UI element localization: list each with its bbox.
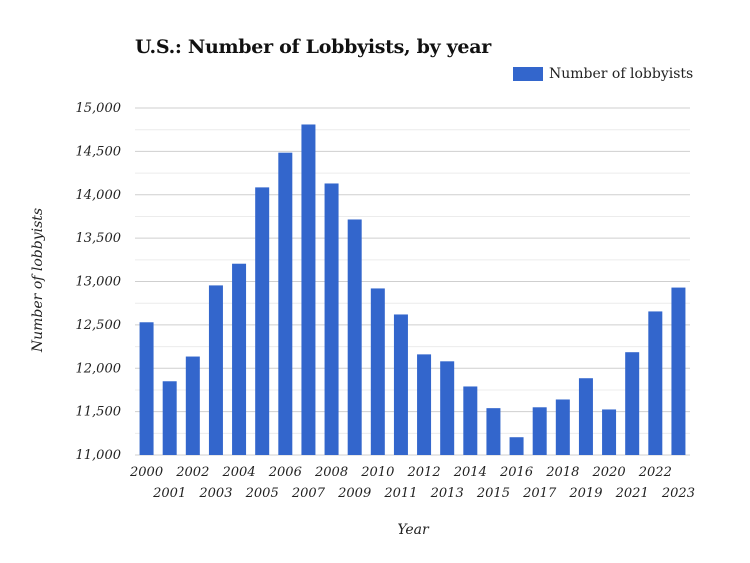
x-tick-label: 2022 [638, 465, 672, 480]
legend-label: Number of lobbyists [549, 66, 694, 82]
bar-2008 [324, 183, 339, 455]
bar-2014 [463, 386, 478, 455]
x-tick-label: 2014 [453, 465, 487, 480]
bar-2009 [347, 219, 362, 455]
x-tick-label: 2003 [198, 486, 232, 501]
x-tick-label: 2017 [522, 486, 557, 501]
x-tick-label: 2007 [291, 486, 326, 501]
bar-2003 [208, 285, 223, 455]
bar-2022 [648, 311, 663, 455]
x-tick-label: 2004 [222, 465, 256, 480]
bar-2012 [417, 354, 432, 455]
bar-2006 [278, 152, 293, 455]
bar-2015 [486, 408, 501, 455]
bar-2011 [393, 314, 408, 455]
y-tick-label: 11,000 [76, 448, 122, 463]
bar-2018 [555, 399, 570, 455]
x-tick-label: 2013 [430, 486, 464, 501]
y-tick-label: 11,500 [76, 405, 122, 420]
bar-2005 [255, 187, 270, 455]
x-axis-label: Year [397, 522, 429, 538]
bar-2016 [509, 437, 524, 455]
x-tick-label: 2020 [592, 465, 626, 480]
legend: Number of lobbyists [513, 66, 693, 82]
bar-2007 [301, 124, 316, 456]
bar-2002 [185, 356, 200, 455]
x-tick-label: 2012 [407, 465, 441, 480]
bar-2001 [162, 381, 177, 455]
x-tick-label: 2019 [568, 486, 602, 501]
x-tick-label: 2000 [129, 465, 163, 480]
legend-swatch [513, 67, 543, 81]
x-tick-label: 2006 [268, 465, 302, 480]
bar-2000 [139, 322, 154, 455]
y-tick-label: 14,000 [76, 188, 122, 203]
bar-2004 [232, 263, 247, 455]
y-tick-label: 12,500 [76, 318, 122, 333]
x-tick-label: 2001 [152, 486, 186, 501]
x-tick-label: 2005 [245, 486, 279, 501]
bar-2013 [440, 361, 455, 455]
x-tick-label: 2010 [360, 465, 394, 480]
y-tick-label: 15,000 [76, 101, 122, 116]
x-tick-label: 2021 [615, 486, 649, 501]
x-tick-label: 2008 [314, 465, 348, 480]
bar-2017 [532, 407, 547, 455]
bar-2021 [625, 352, 640, 455]
x-tick-label: 2015 [476, 486, 510, 501]
bar-2010 [370, 288, 385, 455]
x-tick-label: 2011 [383, 486, 417, 501]
x-tick-label: 2009 [337, 486, 371, 501]
y-tick-label: 13,500 [76, 231, 122, 246]
x-tick-label: 2016 [499, 465, 533, 480]
bar-2020 [602, 409, 617, 455]
x-tick-label: 2018 [545, 465, 579, 480]
x-tick-label: 2023 [661, 486, 695, 501]
bar-2023 [671, 287, 686, 455]
chart-title: U.S.: Number of Lobbyists, by year [135, 36, 491, 58]
bar-2019 [578, 378, 593, 455]
y-tick-label: 13,000 [76, 275, 122, 290]
y-tick-label: 12,000 [76, 361, 122, 376]
x-tick-label: 2002 [175, 465, 209, 480]
y-tick-label: 14,500 [76, 144, 122, 159]
